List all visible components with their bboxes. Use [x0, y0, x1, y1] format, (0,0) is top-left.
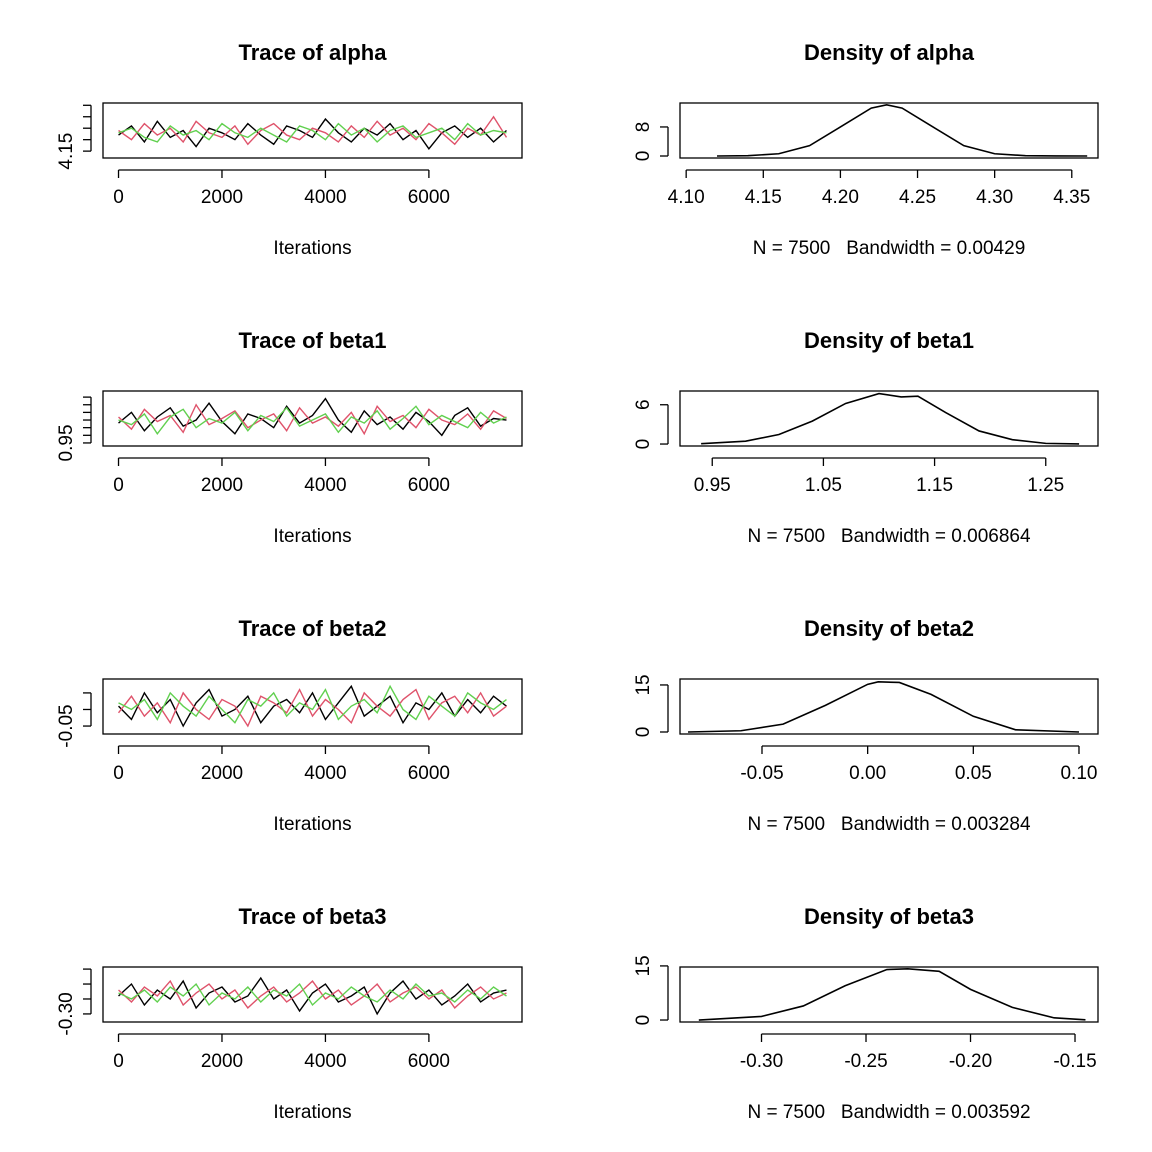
trace-line — [118, 403, 507, 436]
y-tick-label: 0.95 — [56, 424, 77, 461]
plot-box — [102, 966, 523, 1023]
trace-line — [118, 684, 507, 728]
trace-line — [118, 115, 508, 146]
trace-line — [118, 979, 507, 1010]
y-tick-label: 0 — [633, 727, 654, 738]
y-tick-label: 6 — [633, 399, 654, 410]
x-tick-label: 4000 — [304, 187, 346, 208]
plot-box — [102, 678, 523, 735]
panel-title: Trace of beta2 — [239, 616, 387, 641]
plot-box — [679, 966, 1099, 1023]
y-tick-label: 4.15 — [56, 133, 77, 170]
y-tick-label: 0 — [633, 439, 654, 450]
x-tick-label: 6000 — [408, 1051, 450, 1072]
x-tick-label: 2000 — [201, 1051, 243, 1072]
plot-box — [102, 102, 523, 159]
panel-title: Trace of beta1 — [239, 328, 387, 353]
x-axis-label: Iterations — [273, 238, 351, 259]
x-tick-label: 2000 — [201, 475, 243, 496]
x-axis-label: N = 7500 Bandwidth = 0.003592 — [747, 1102, 1030, 1123]
trace-line — [118, 982, 507, 1007]
x-tick-label: 4.35 — [1053, 187, 1090, 208]
plot-box — [679, 102, 1099, 159]
trace-line — [118, 397, 507, 437]
x-tick-label: -0.05 — [740, 763, 783, 784]
x-axis-label: Iterations — [273, 1102, 351, 1123]
density-line — [688, 681, 1080, 733]
x-tick-label: 4000 — [304, 475, 346, 496]
x-axis-label: N = 7500 Bandwidth = 0.003284 — [747, 814, 1031, 835]
x-tick-label: -0.25 — [844, 1051, 887, 1072]
x-tick-label: 0.05 — [955, 763, 992, 784]
trace-line — [118, 684, 507, 724]
trace-line — [118, 122, 507, 143]
panel-title: Density of alpha — [804, 40, 975, 65]
plot-box — [679, 678, 1099, 735]
x-tick-label: 4.25 — [899, 187, 936, 208]
x-tick-label: 2000 — [201, 187, 243, 208]
x-tick-label: 0 — [113, 763, 124, 784]
x-tick-label: 4.20 — [822, 187, 859, 208]
panel-title: Trace of alpha — [239, 40, 388, 65]
y-tick-label: 8 — [633, 122, 654, 133]
x-axis-label: N = 7500 Bandwidth = 0.006864 — [747, 526, 1031, 547]
y-tick-label: 0 — [633, 151, 654, 162]
x-tick-label: -0.20 — [949, 1051, 992, 1072]
panel-title: Trace of beta3 — [239, 904, 387, 929]
x-tick-label: 4.15 — [745, 187, 782, 208]
x-tick-label: 0.00 — [849, 763, 886, 784]
trace-line — [118, 976, 507, 1016]
x-tick-label: 1.05 — [805, 475, 842, 496]
x-tick-label: 0.10 — [1060, 763, 1097, 784]
y-tick-label: 0 — [633, 1015, 654, 1026]
x-tick-label: 4000 — [304, 763, 346, 784]
density-line — [701, 392, 1080, 445]
x-tick-label: 6000 — [408, 763, 450, 784]
x-tick-label: 0.95 — [694, 475, 731, 496]
x-axis-label: Iterations — [273, 526, 351, 547]
x-tick-label: 1.25 — [1027, 475, 1064, 496]
trace-line — [117, 688, 507, 728]
panel-title: Density of beta3 — [804, 904, 974, 929]
panel-title: Density of beta2 — [804, 616, 974, 641]
x-tick-label: 0 — [113, 475, 124, 496]
x-tick-label: -0.30 — [740, 1051, 783, 1072]
trace-line — [118, 405, 507, 435]
x-tick-label: -0.15 — [1053, 1051, 1096, 1072]
y-tick-label: 15 — [633, 955, 654, 976]
x-tick-label: 6000 — [408, 187, 450, 208]
x-axis-label: Iterations — [273, 814, 351, 835]
y-tick-label: -0.05 — [56, 704, 77, 747]
density-line — [698, 967, 1086, 1021]
x-tick-label: 1.15 — [916, 475, 953, 496]
plot-box — [102, 390, 523, 447]
density-line — [717, 104, 1088, 157]
panel-title: Density of beta1 — [804, 328, 974, 353]
x-tick-label: 4000 — [304, 1051, 346, 1072]
x-tick-label: 2000 — [201, 763, 243, 784]
x-tick-label: 0 — [113, 187, 124, 208]
x-tick-label: 6000 — [408, 475, 450, 496]
y-tick-label: -0.30 — [56, 992, 77, 1035]
y-tick-label: 15 — [633, 674, 654, 695]
plot-box — [679, 390, 1099, 447]
x-tick-label: 4.10 — [668, 187, 705, 208]
x-tick-label: 0 — [113, 1051, 124, 1072]
x-tick-label: 4.30 — [976, 187, 1013, 208]
x-axis-label: N = 7500 Bandwidth = 0.00429 — [753, 238, 1026, 259]
